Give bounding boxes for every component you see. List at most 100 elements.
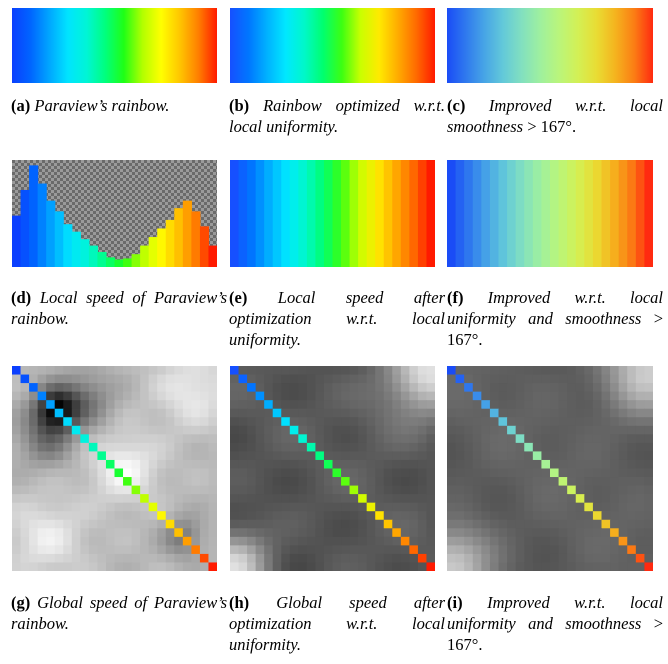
matrix-cell: [37, 468, 47, 478]
matrix-cell: [366, 408, 376, 418]
matrix-cell: [238, 494, 248, 504]
speed-band: [618, 160, 628, 267]
matrix-cell: [88, 511, 98, 521]
matrix-cell: [289, 408, 299, 418]
matrix-cell: [123, 400, 133, 410]
diagonal-cell: [191, 545, 201, 555]
matrix-cell: [174, 408, 184, 418]
matrix-cell: [383, 477, 393, 487]
matrix-cell: [532, 511, 542, 521]
matrix-cell: [358, 553, 368, 563]
matrix-cell: [507, 553, 517, 563]
matrix-cell: [71, 536, 81, 546]
matrix-cell: [114, 477, 124, 487]
speed-bar: [12, 215, 22, 267]
matrix-cell: [584, 536, 594, 546]
matrix-cell: [323, 485, 333, 495]
matrix-cell: [289, 442, 299, 452]
matrix-cell: [498, 528, 508, 538]
speed-band: [366, 160, 376, 267]
matrix-cell: [165, 545, 175, 555]
matrix-cell: [524, 519, 534, 529]
diagonal-cell: [182, 536, 192, 546]
matrix-cell: [140, 477, 150, 487]
matrix-cell: [54, 459, 64, 469]
matrix-cell: [592, 434, 602, 444]
matrix-cell: [601, 417, 611, 427]
matrix-cell: [54, 383, 64, 393]
matrix-cell: [199, 451, 209, 461]
matrix-cell: [558, 511, 568, 521]
matrix-cell: [54, 468, 64, 478]
diagonal-cell: [148, 502, 158, 512]
matrix-cell: [575, 451, 585, 461]
diagonal-cell: [400, 536, 410, 546]
matrix-cell: [306, 502, 316, 512]
speed-bar: [182, 200, 192, 267]
diagonal-cell: [97, 451, 107, 461]
matrix-cell: [105, 545, 115, 555]
matrix-cell: [575, 562, 585, 571]
matrix-cell: [29, 511, 39, 521]
matrix-cell: [332, 494, 342, 504]
matrix-cell: [29, 459, 39, 469]
matrix-cell: [481, 408, 491, 418]
matrix-cell: [400, 400, 410, 410]
matrix-cell: [63, 459, 73, 469]
matrix-cell: [148, 528, 158, 538]
matrix-cell: [455, 545, 465, 555]
matrix-cell: [230, 383, 240, 393]
matrix-cell: [507, 408, 517, 418]
matrix-cell: [489, 528, 499, 538]
matrix-cell: [191, 434, 201, 444]
matrix-cell: [464, 400, 474, 410]
matrix-cell: [426, 383, 435, 393]
diagonal-cell: [601, 519, 611, 529]
matrix-cell: [230, 511, 240, 521]
matrix-cell: [88, 477, 98, 487]
matrix-cell: [182, 477, 192, 487]
matrix-cell: [281, 511, 291, 521]
matrix-cell: [323, 442, 333, 452]
matrix-cell: [97, 417, 107, 427]
matrix-cell: [88, 485, 98, 495]
matrix-cell: [46, 511, 56, 521]
matrix-cell: [375, 536, 385, 546]
matrix-cell: [71, 494, 81, 504]
matrix-cell: [88, 417, 98, 427]
matrix-cell: [20, 468, 30, 478]
matrix-cell: [375, 408, 385, 418]
matrix-cell: [289, 400, 299, 410]
diagonal-cell: [264, 400, 274, 410]
matrix-cell: [417, 442, 427, 452]
matrix-cell: [80, 519, 90, 529]
matrix-cell: [349, 374, 359, 384]
matrix-cell: [157, 536, 167, 546]
matrix-cell: [306, 528, 316, 538]
matrix-cell: [148, 417, 158, 427]
matrix-cell: [199, 383, 209, 393]
matrix-cell: [131, 536, 141, 546]
matrix-cell: [54, 562, 64, 571]
matrix-cell: [114, 553, 124, 563]
matrix-cell: [584, 434, 594, 444]
matrix-cell: [315, 391, 325, 401]
matrix-cell: [315, 400, 325, 410]
matrix-cell: [148, 442, 158, 452]
matrix-cell: [550, 434, 560, 444]
matrix-cell: [409, 528, 419, 538]
matrix-cell: [289, 468, 299, 478]
matrix-cell: [601, 408, 611, 418]
matrix-cell: [289, 519, 299, 529]
matrix-cell: [123, 536, 133, 546]
matrix-cell: [191, 417, 201, 427]
matrix-cell: [289, 383, 299, 393]
matrix-cell: [255, 366, 265, 376]
matrix-cell: [481, 562, 491, 571]
matrix-cell: [264, 477, 274, 487]
matrix-cell: [191, 468, 201, 478]
matrix-cell: [46, 442, 56, 452]
matrix-cell: [315, 408, 325, 418]
matrix-cell: [584, 459, 594, 469]
matrix-cell: [54, 511, 64, 521]
